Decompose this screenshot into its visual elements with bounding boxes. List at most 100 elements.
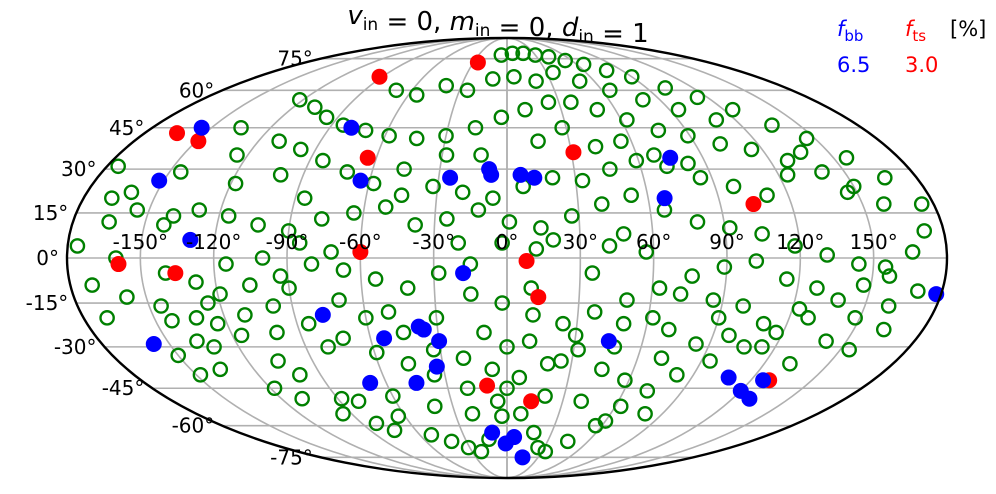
data-point-green — [680, 155, 696, 172]
data-point-green — [724, 101, 741, 118]
data-point-green — [110, 158, 126, 175]
data-point-green — [639, 383, 656, 399]
gridline-lon — [286, 37, 508, 479]
ytick-label: -60° — [172, 414, 215, 438]
ytick-label: -45° — [102, 376, 145, 400]
data-point-green — [670, 101, 687, 118]
data-point-green — [318, 109, 335, 126]
data-point-green — [539, 355, 556, 372]
gridline-lon — [506, 37, 582, 479]
data-point-green — [380, 304, 397, 320]
data-point-green — [485, 190, 501, 206]
data-point-green — [227, 175, 244, 192]
data-point-green — [567, 327, 584, 344]
xtick-label: -150° — [113, 230, 168, 254]
ytick-label: 15° — [33, 201, 68, 225]
data-point-green — [515, 45, 531, 62]
data-point-blue — [483, 166, 500, 183]
data-point-green — [368, 344, 385, 361]
data-point-red — [469, 54, 486, 71]
data-point-blue — [352, 172, 369, 189]
data-point-green — [294, 390, 310, 407]
data-point-blue — [362, 374, 379, 391]
data-point-red — [169, 125, 186, 142]
data-point-green — [206, 339, 222, 355]
chart-title: vin = 0, min = 0, din = 1 — [347, 1, 648, 49]
data-point-green — [119, 289, 135, 305]
data-point-green — [680, 127, 696, 144]
data-point-green — [388, 82, 405, 99]
data-point-green — [623, 187, 639, 204]
data-point-green — [504, 45, 521, 62]
data-point-red — [518, 253, 535, 270]
data-point-green — [331, 292, 347, 308]
data-point-green — [601, 238, 618, 254]
data-point-green — [99, 310, 115, 326]
data-point-green — [587, 138, 604, 155]
data-point-green — [589, 101, 606, 118]
data-point-green — [597, 413, 614, 429]
data-point-green — [855, 277, 872, 293]
data-point-green — [779, 152, 796, 169]
data-point-green — [439, 211, 455, 227]
legend-label: fts — [905, 17, 926, 45]
data-point-green — [281, 280, 297, 296]
data-point-green — [367, 271, 384, 287]
ytick-label: -75° — [270, 445, 313, 469]
data-point-green — [598, 62, 615, 79]
data-point-green — [586, 304, 603, 320]
data-point-green — [212, 286, 228, 302]
data-point-green — [390, 408, 407, 425]
data-point-green — [313, 211, 330, 227]
data-point-blue — [741, 390, 758, 407]
data-point-green — [153, 298, 169, 314]
data-point-blue — [182, 231, 199, 248]
data-point-green — [881, 268, 898, 284]
xtick-label: -90° — [266, 230, 309, 254]
data-point-green — [537, 388, 553, 404]
data-point-green — [650, 122, 667, 139]
data-point-red — [745, 196, 762, 213]
data-point-green — [602, 161, 618, 177]
data-point-green — [736, 339, 752, 355]
data-point-blue — [314, 306, 331, 323]
data-point-green — [554, 119, 570, 136]
data-point-blue — [755, 372, 772, 389]
data-point-green — [220, 208, 237, 224]
data-point-red — [190, 133, 207, 150]
data-point-green — [494, 235, 510, 251]
data-point-green — [553, 353, 569, 369]
data-point-green — [476, 324, 492, 341]
data-point-green — [672, 286, 689, 302]
data-point-green — [270, 353, 286, 369]
data-point-green — [460, 439, 477, 456]
data-point-blue — [415, 321, 432, 338]
data-point-blue — [431, 333, 448, 350]
data-point-green — [841, 341, 857, 358]
data-point-green — [530, 133, 546, 149]
data-point-green — [358, 310, 374, 326]
data-point-green — [602, 82, 618, 99]
data-point-green — [218, 256, 234, 272]
data-point-blue — [600, 333, 617, 350]
data-point-green — [735, 298, 751, 314]
data-point-green — [638, 244, 655, 260]
data-point-green — [473, 147, 489, 163]
gridline-lon — [506, 37, 728, 479]
data-point-green — [156, 217, 172, 233]
data-point-green — [291, 235, 308, 251]
data-point-green — [594, 361, 610, 378]
map-outline — [65, 36, 949, 480]
data-point-green — [430, 265, 447, 281]
data-point-green — [913, 196, 930, 212]
data-point-green — [473, 443, 490, 460]
data-point-blue — [662, 149, 679, 166]
data-point-green — [438, 127, 454, 144]
data-point-blue — [151, 172, 168, 189]
ytick-label: -30° — [54, 335, 97, 359]
data-point-green — [764, 117, 780, 133]
data-point-green — [528, 73, 544, 89]
gridline-lon — [506, 37, 875, 479]
data-point-blue — [656, 190, 673, 207]
